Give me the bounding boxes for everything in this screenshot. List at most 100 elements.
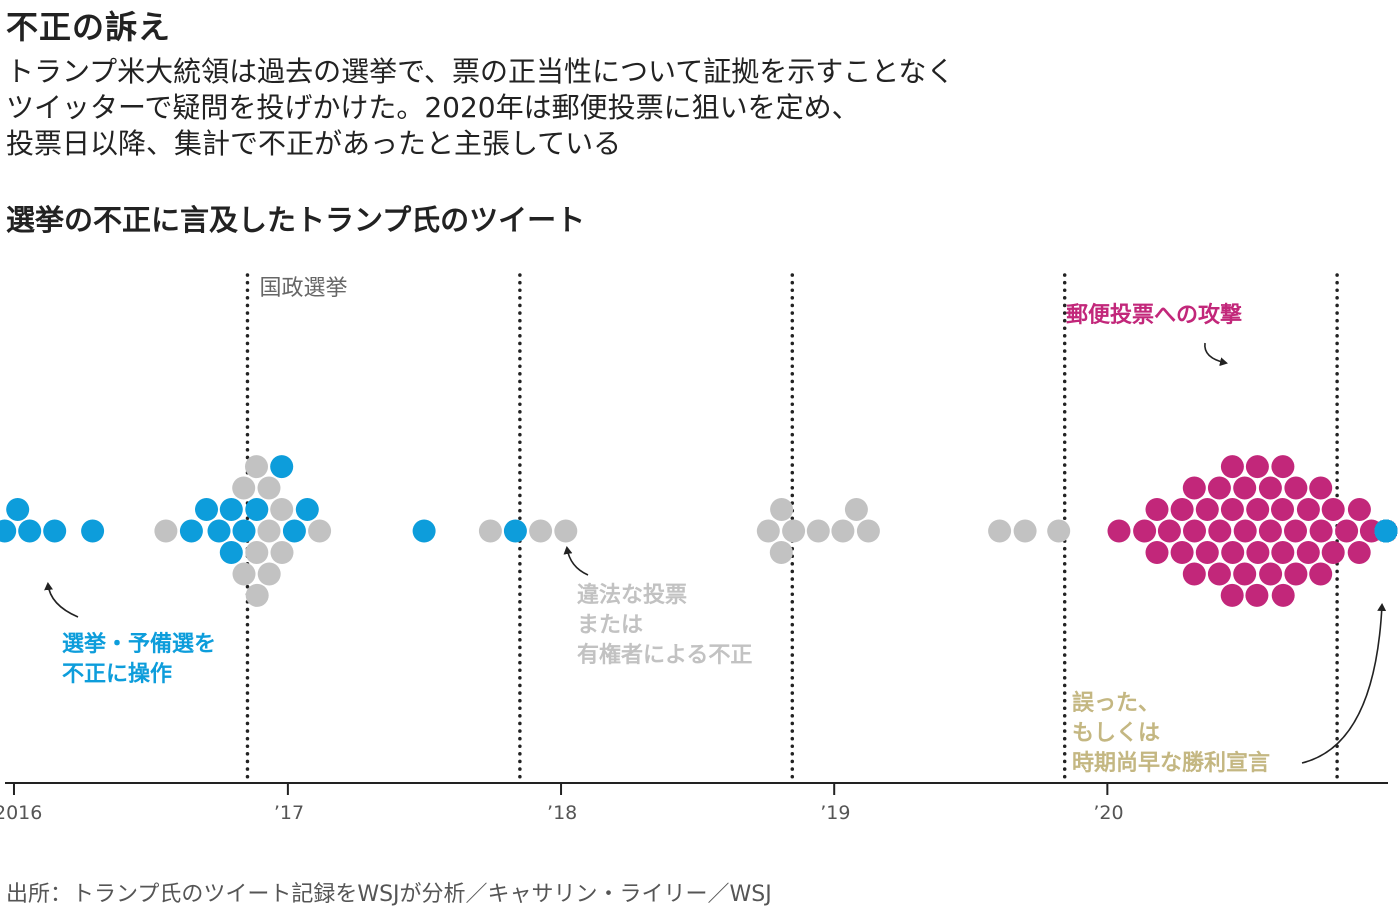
mail-tweet-dot (1207, 562, 1231, 586)
illegal-tweet-dot (232, 476, 256, 500)
category-label-victory: もしくは (1072, 721, 1160, 746)
illegal-tweet-dot (529, 519, 553, 543)
rigged-tweet-dot (219, 498, 243, 521)
illegal-tweet-dot (270, 541, 294, 564)
mail-tweet-dot (1183, 519, 1206, 543)
mail-tweet-dot (1107, 519, 1131, 543)
x-axis-tick-label: ’20 (1093, 802, 1123, 824)
mail-tweet-dot (1347, 498, 1371, 521)
rigged-tweet-dot (179, 519, 203, 543)
mail-tweet-dot (1233, 476, 1257, 500)
mail-tweet-dot (1258, 476, 1282, 500)
mail-tweet-dot (1347, 541, 1371, 564)
illegal-tweet-dot (770, 498, 794, 521)
mail-tweet-dot (1296, 498, 1320, 521)
illegal-tweet-dot (831, 519, 855, 543)
rigged-tweet-dot (195, 498, 218, 521)
mail-tweet-dot (1220, 455, 1244, 479)
mail-tweet-dot (1220, 498, 1244, 521)
mail-tweet-dot (1233, 519, 1257, 543)
mail-tweet-dot (1335, 519, 1359, 543)
mail-tweet-dot (1284, 476, 1308, 500)
illegal-tweet-dot (988, 519, 1012, 543)
mail-tweet-dot (1157, 519, 1181, 543)
illegal-tweet-dot (245, 583, 269, 607)
mail-tweet-dot (1145, 498, 1169, 521)
source-note: 出所：トランプ氏のツイート記録をWSJが分析／キャサリン・ライリー／WSJ (6, 882, 772, 907)
x-axis-tick-label: ’17 (274, 802, 304, 824)
mail-tweet-dot (1207, 476, 1231, 500)
illegal-tweet-dot (257, 476, 281, 500)
illegal-tweet-dot (806, 519, 830, 543)
mail-tweet-dot (1170, 498, 1194, 521)
category-label-victory: 誤った、 (1072, 690, 1160, 716)
annotation-arrow (563, 546, 589, 576)
illegal-tweet-dot (478, 519, 502, 543)
mail-tweet-dot (1321, 498, 1345, 521)
illegal-tweet-dot (257, 519, 281, 543)
annotation-arrow (1301, 603, 1387, 764)
x-axis-tick-label: 2016 (0, 802, 42, 824)
mail-tweet-dot (1182, 562, 1206, 586)
mail-tweet-dot (1170, 541, 1194, 564)
rigged-tweet-dot (207, 519, 231, 543)
mail-tweet-dot (1309, 519, 1333, 543)
category-label-illegal: 違法な投票 (577, 582, 687, 608)
mail-tweet-dot (1246, 541, 1270, 564)
illegal-tweet-dot (1047, 519, 1071, 543)
mail-tweet-dot (1246, 498, 1270, 521)
mail-tweet-dot (1145, 541, 1169, 564)
illegal-tweet-dot (782, 519, 806, 543)
mail-tweet-dot (1245, 455, 1269, 479)
illegal-tweet-dot (769, 541, 793, 564)
rigged-tweet-dot (43, 519, 67, 543)
rigged-tweet-dot (270, 455, 294, 479)
category-label-illegal: または (577, 613, 643, 638)
illegal-tweet-dot (756, 519, 780, 543)
rigged-tweet-dot (282, 519, 306, 543)
category-label-rigged: 選挙・予備選を (62, 631, 216, 657)
mail-tweet-dot (1296, 541, 1320, 564)
mail-tweet-dot (1271, 455, 1295, 479)
category-label-mail: 郵便投票への攻撃 (1066, 302, 1242, 328)
mail-tweet-dot (1221, 541, 1245, 564)
rigged-tweet-dot (18, 519, 42, 543)
illegal-tweet-dot (844, 498, 868, 521)
illegal-tweet-dot (856, 519, 880, 543)
mail-tweet-dot (1245, 583, 1269, 607)
mail-tweet-dot (1271, 541, 1295, 564)
mail-tweet-dot (1309, 476, 1333, 500)
mail-tweet-dot (1271, 498, 1294, 521)
rigged-tweet-dot (0, 519, 17, 543)
illegal-tweet-dot (257, 562, 281, 586)
category-label-rigged: 不正に操作 (62, 662, 172, 687)
rigged-tweet-dot (6, 498, 30, 521)
subtitle-line: ツイッターで疑問を投げかけた。2020年は郵便投票に狙いを定め、 (6, 91, 860, 124)
mail-tweet-dot (1284, 562, 1308, 586)
mail-tweet-dot (1233, 562, 1257, 586)
mail-tweet-dot (1259, 562, 1283, 586)
rigged-tweet-dot (219, 541, 243, 564)
illegal-tweet-dot (1013, 519, 1037, 543)
rigged-tweet-dot (245, 498, 269, 521)
rigged-tweet-dot (295, 498, 319, 521)
x-axis-tick-label: ’19 (820, 802, 850, 824)
election-day-label: 国政選挙 (259, 276, 347, 301)
illegal-tweet-dot (308, 519, 332, 543)
illegal-tweet-dot (270, 498, 294, 521)
illegal-tweet-dot (245, 541, 269, 564)
illegal-tweet-dot (232, 562, 256, 586)
rigged-tweet-dot (232, 519, 256, 543)
mail-tweet-dot (1321, 541, 1345, 564)
mail-tweet-dot (1195, 541, 1219, 564)
mail-tweet-dot (1309, 562, 1333, 586)
rigged-tweet-dot (412, 519, 436, 543)
annotation-arrow (44, 582, 79, 618)
page-title: 不正の訴え (6, 8, 172, 46)
category-label-victory: 時期尚早な勝利宣言 (1072, 750, 1270, 776)
mail-tweet-dot (1208, 519, 1232, 543)
x-axis-tick-label: ’18 (547, 802, 577, 824)
rigged-tweet-dot (81, 519, 105, 543)
page-subtitle: トランプ米大統領は過去の選挙で、票の正当性について証拠を示すことなく ツイッター… (6, 54, 1106, 162)
